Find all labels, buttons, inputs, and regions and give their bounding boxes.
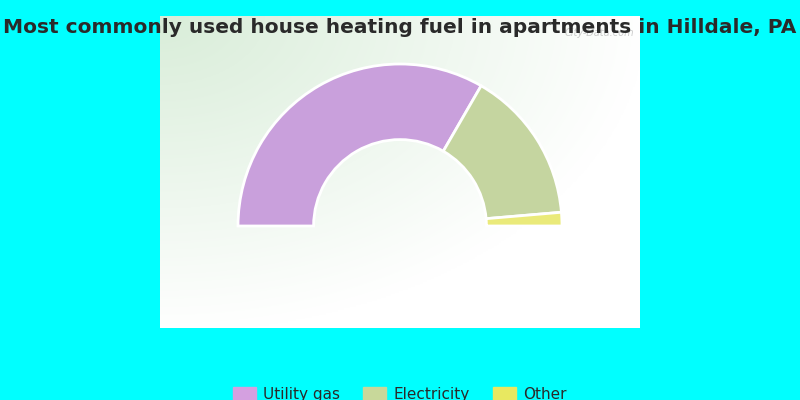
Wedge shape <box>238 64 481 226</box>
Legend: Utility gas, Electricity, Other: Utility gas, Electricity, Other <box>226 380 574 400</box>
Text: City-Data.com: City-Data.com <box>564 28 634 38</box>
Wedge shape <box>486 212 562 226</box>
Text: Most commonly used house heating fuel in apartments in Hilldale, PA: Most commonly used house heating fuel in… <box>3 18 797 37</box>
Wedge shape <box>443 86 562 219</box>
